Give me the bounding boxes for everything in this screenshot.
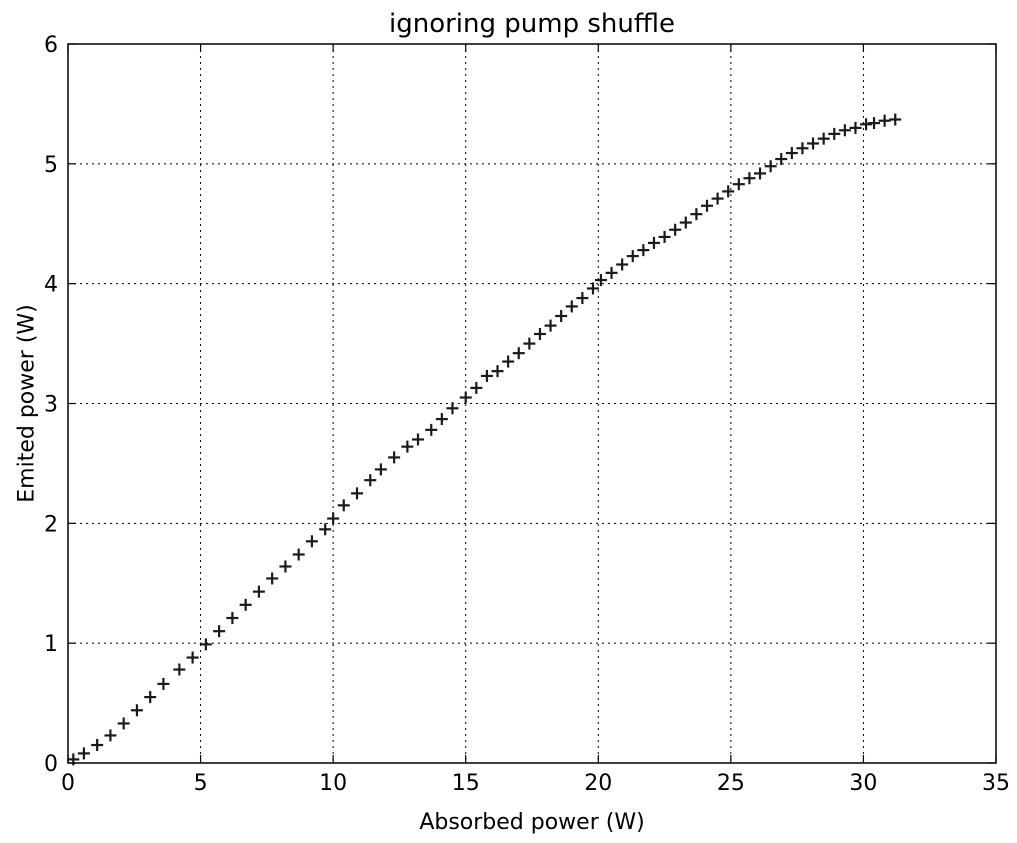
plot-frame — [67, 43, 997, 764]
data-point — [637, 244, 650, 257]
data-point — [796, 142, 809, 155]
data-point — [669, 223, 682, 236]
data-point — [785, 147, 798, 160]
data-point — [491, 365, 504, 378]
data-point — [266, 572, 279, 585]
data-point — [658, 230, 671, 243]
y-tick-label: 5 — [44, 153, 58, 178]
data-point — [401, 440, 414, 453]
data-point — [279, 560, 292, 573]
data-point — [616, 258, 629, 271]
data-point — [337, 499, 350, 512]
data-point — [226, 612, 239, 625]
data-point — [817, 132, 830, 145]
data-point — [239, 598, 252, 611]
data-point — [533, 327, 546, 340]
x-tick-label: 30 — [849, 771, 877, 796]
data-point — [252, 585, 265, 598]
x-axis-label: Absorbed power (W) — [419, 810, 644, 835]
y-tick-label: 6 — [44, 33, 58, 58]
data-point — [523, 337, 536, 350]
x-tick-label: 35 — [982, 771, 1010, 796]
data-point — [411, 433, 424, 446]
data-point — [878, 114, 891, 127]
data-point — [754, 167, 767, 180]
data-point — [576, 292, 589, 305]
data-point — [199, 638, 212, 651]
y-tick-label: 1 — [44, 632, 58, 657]
y-axis-label: Emited power (W) — [15, 304, 40, 502]
x-tick-label: 5 — [194, 771, 208, 796]
data-point — [626, 250, 639, 263]
data-point — [91, 739, 104, 752]
data-point — [828, 127, 841, 140]
y-tick-label: 3 — [44, 393, 58, 418]
y-tick-label: 4 — [44, 273, 58, 298]
data-point — [849, 121, 862, 134]
data-point — [327, 512, 340, 525]
data-point — [104, 729, 117, 742]
y-tick-label: 2 — [44, 512, 58, 537]
data-point — [186, 651, 199, 664]
data-point — [690, 208, 703, 221]
x-tick-label: 15 — [452, 771, 480, 796]
data-point — [732, 178, 745, 191]
data-point — [544, 319, 557, 332]
data-point — [213, 625, 226, 638]
x-tick-label: 0 — [61, 771, 75, 796]
data-point — [77, 747, 90, 760]
data-point — [700, 199, 713, 212]
chart-title: ignoring pump shuffle — [389, 9, 675, 39]
label-layer: 0 5 10 15 20 25 30 35 0 1 2 3 4 5 6 — [44, 33, 1010, 796]
data-point — [351, 487, 364, 500]
x-tick-label: 25 — [717, 771, 745, 796]
data-point — [565, 300, 578, 313]
data-point — [364, 474, 377, 487]
data-point — [512, 347, 525, 360]
data-point — [743, 172, 756, 185]
data-point — [374, 463, 387, 476]
x-tick-label: 10 — [319, 771, 347, 796]
data-point — [144, 691, 157, 704]
data-point — [425, 423, 438, 436]
data-point — [446, 402, 459, 415]
data-point — [157, 677, 170, 690]
marker-layer — [67, 113, 902, 766]
data-point — [860, 118, 873, 131]
data-point — [868, 117, 881, 130]
data-point — [775, 153, 788, 166]
data-point — [605, 266, 618, 279]
data-point — [292, 548, 305, 561]
data-point — [764, 160, 777, 173]
x-tick-label: 20 — [584, 771, 612, 796]
data-point — [586, 282, 599, 295]
data-point — [594, 274, 607, 287]
data-point — [722, 185, 735, 198]
data-point — [889, 113, 902, 126]
data-point — [470, 381, 483, 394]
data-point — [130, 704, 143, 717]
data-point — [173, 663, 186, 676]
data-point — [388, 451, 401, 464]
data-point — [319, 523, 332, 536]
data-point — [679, 216, 692, 229]
data-point — [480, 369, 493, 382]
y-tick-label: 0 — [44, 752, 58, 777]
data-point — [435, 413, 448, 426]
data-point — [647, 236, 660, 249]
data-point — [117, 717, 130, 730]
data-point — [502, 355, 515, 368]
data-point — [305, 535, 318, 548]
data-point — [838, 124, 851, 137]
data-point — [807, 137, 820, 150]
data-point — [711, 192, 724, 205]
data-point — [555, 310, 568, 323]
grid-layer — [67, 43, 997, 764]
data-point — [459, 391, 472, 404]
